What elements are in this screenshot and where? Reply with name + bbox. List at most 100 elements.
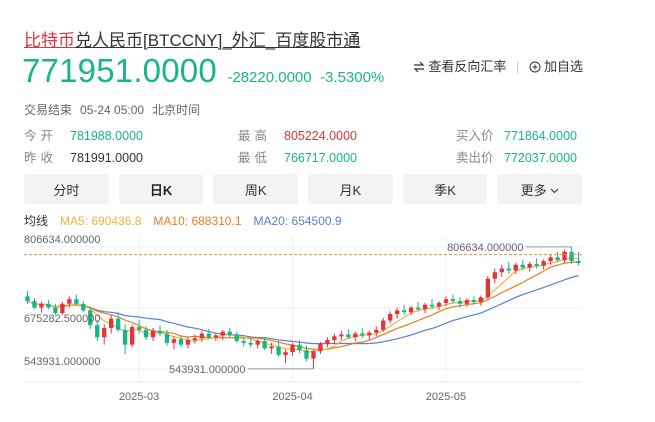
candle-body [548, 257, 553, 262]
candle-body [381, 320, 386, 330]
candle-body [53, 307, 58, 314]
candle-body [102, 327, 107, 338]
candle-body [255, 340, 260, 345]
stat-low-label: 最低 [238, 151, 272, 165]
candle-body [262, 340, 267, 349]
stat-bid: 买入价 771864.0000 [456, 125, 577, 144]
candle-body [185, 340, 191, 345]
candle-body [457, 301, 463, 304]
candle-body [471, 300, 477, 302]
tab-quarterly-k[interactable]: 季K [402, 174, 488, 204]
candle-body [32, 301, 37, 308]
candle-body [534, 263, 539, 266]
stat-open-value: 781988.0000 [70, 129, 143, 143]
candle-body [171, 339, 177, 343]
candle-body [122, 329, 128, 345]
candle-body [311, 351, 316, 359]
candle-body [220, 331, 225, 336]
candle-body [95, 325, 100, 338]
add-watchlist-button[interactable]: 加自选 [529, 59, 583, 74]
x-tick-label: 2025-03 [119, 391, 159, 403]
tab-monthly-k[interactable]: 月K [308, 174, 393, 204]
candle-body [339, 334, 344, 337]
candle-body [541, 261, 546, 266]
stat-low: 最低 766717.0000 [238, 147, 357, 166]
y-tick-label: 806634.000000 [24, 234, 100, 246]
min-label: 543931.000000 [169, 364, 245, 376]
candle-body [422, 304, 428, 310]
candle-body [157, 330, 163, 334]
candle-body [485, 278, 490, 298]
status-datetime: 05-24 05:00 [80, 103, 145, 117]
candle-body [395, 310, 400, 315]
candle-body [81, 303, 86, 311]
candle-body [408, 307, 414, 313]
stat-prev-value: 781991.0000 [70, 151, 143, 165]
plus-circle-icon [529, 61, 541, 76]
stat-open: 今开 781988.0000 [24, 125, 143, 144]
tab-weekly-k[interactable]: 周K [213, 174, 299, 204]
stat-bid-value: 771864.0000 [504, 129, 577, 143]
candle-body [443, 299, 449, 303]
stat-ask-value: 772037.0000 [504, 151, 577, 165]
ma10-value: MA10: 688310.1 [153, 214, 242, 228]
stat-high: 最高 805224.0000 [238, 125, 357, 144]
stat-high-value: 805224.0000 [284, 129, 357, 143]
title-pair-name[interactable]: 兑人民币[BTCCNY]_外汇_百度股市通 [75, 31, 361, 50]
candle-body [360, 333, 365, 336]
candle-body [192, 338, 198, 341]
candle-body [388, 314, 393, 321]
ma20-line [27, 274, 579, 345]
candle-body [116, 318, 121, 330]
candle-body [450, 299, 456, 302]
title-asset-name[interactable]: 比特币 [24, 31, 75, 50]
y-tick-label: 675282.500000 [24, 313, 100, 325]
candle-body [283, 352, 288, 355]
tab-intraday[interactable]: 分时 [24, 174, 109, 204]
price-change-pct: -3.5300% [320, 69, 385, 86]
candle-body [241, 340, 246, 343]
reverse-rate-label: 查看反向汇率 [428, 59, 507, 74]
candle-body [415, 307, 421, 310]
candle-body [67, 299, 72, 304]
stat-bid-label: 买入价 [456, 129, 494, 143]
candlestick-chart[interactable]: 806634.000000 675282.500000 543931.000000 2… [0, 230, 600, 422]
swap-icon [413, 61, 425, 76]
stat-high-label: 最高 [238, 129, 272, 143]
candle-body [143, 329, 149, 338]
candle-body [499, 268, 504, 273]
stat-prev-label: 昨收 [24, 151, 58, 165]
header-actions: 查看反向汇率 | 加自选 [413, 56, 583, 76]
page-title[interactable]: 比特币兑人民币[BTCCNY]_外汇_百度股市通 [24, 26, 360, 51]
reverse-rate-button[interactable]: 查看反向汇率 [413, 59, 510, 74]
add-watchlist-label: 加自选 [543, 59, 583, 74]
ma-legend: 均线 MA5: 690436.8 MA10: 688310.1 MA20: 65450… [24, 212, 354, 229]
candle-body [269, 346, 274, 349]
candle-body [25, 296, 30, 302]
candle-body [401, 310, 407, 313]
candle-body [520, 264, 525, 268]
candle-body [46, 303, 51, 308]
candle-body [304, 350, 309, 359]
candle-body [527, 263, 532, 268]
candle-body [555, 257, 560, 261]
candle-body [276, 346, 281, 355]
candle-body [199, 333, 205, 339]
candle-body [325, 340, 330, 344]
candle-body [136, 327, 142, 330]
candle-body [234, 335, 239, 341]
candle-body [60, 303, 65, 314]
candle-body [562, 251, 567, 261]
tab-daily-k[interactable]: 日K [118, 174, 204, 204]
candle-body [248, 342, 253, 345]
max-label: 806634.000000 [447, 242, 523, 254]
candle-body [353, 333, 358, 338]
stat-prev-close: 昨收 781991.0000 [24, 147, 143, 166]
candle-body [478, 297, 484, 302]
period-tabs: 分时 日K 周K 月K 季K 更多 [24, 174, 583, 204]
tab-more[interactable]: 更多 [497, 174, 583, 204]
candle-body [164, 333, 170, 343]
candle-body [332, 336, 337, 341]
candle-body [569, 251, 574, 262]
candle-body [227, 331, 232, 336]
